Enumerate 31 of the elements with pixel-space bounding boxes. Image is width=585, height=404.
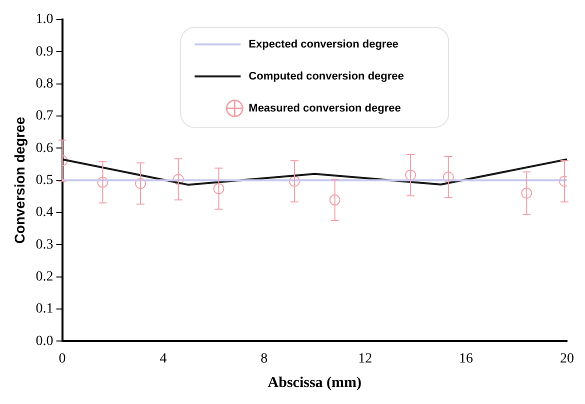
y-tick-label: 0.6 (36, 140, 54, 156)
point (442, 172, 454, 183)
y-tick-label: 0.2 (36, 270, 54, 285)
y-tick-label: 0.1 (36, 302, 54, 317)
legend-label: Measured conversion degree (248, 102, 401, 114)
point (288, 176, 300, 187)
y-tick-label: 0.5 (36, 172, 54, 188)
y-tick-label: 0.7 (36, 108, 54, 124)
x-tick-label: 16 (459, 351, 474, 366)
point (97, 176, 108, 188)
x-tick-label: 0 (58, 351, 66, 366)
x-tick-label: 12 (358, 351, 372, 366)
y-tick-label: 0.9 (36, 44, 54, 60)
x-tick-label: 8 (260, 351, 268, 366)
x-tick-label: 4 (160, 351, 167, 366)
legend-label: Computed conversion degree (248, 70, 404, 82)
x-tick-label: 20 (560, 351, 574, 366)
point (329, 194, 340, 206)
y-tick-label: 1.0 (36, 12, 54, 28)
point (521, 188, 532, 199)
y-tick-label: 0.0 (36, 334, 54, 349)
legend-label: Expected conversion degree (248, 38, 398, 50)
point (172, 174, 184, 185)
y-tick-label: 0.4 (36, 205, 54, 220)
x-axis-title: Abscissa (mm) (268, 374, 362, 391)
y-tick-label: 0.3 (36, 237, 54, 252)
y-axis-title: Conversion degree (11, 116, 28, 244)
point (405, 170, 416, 181)
point (213, 183, 224, 194)
y-tick-label: 0.8 (36, 76, 54, 92)
point (135, 178, 146, 190)
